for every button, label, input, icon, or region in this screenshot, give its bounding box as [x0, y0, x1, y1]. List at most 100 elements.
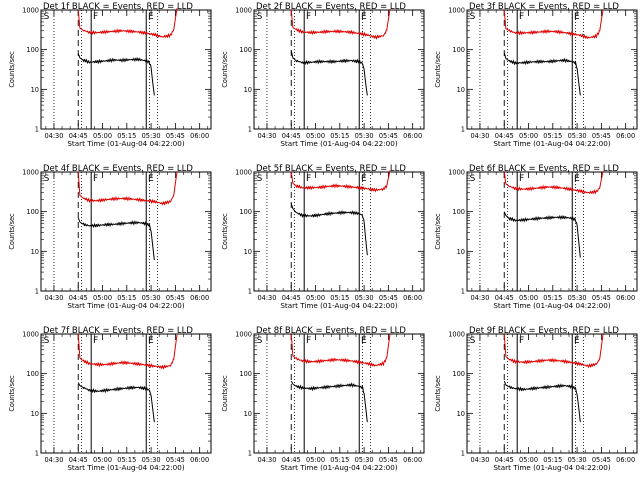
y-tick-label: 1: [461, 288, 465, 296]
panel-title: Det 9f BLACK = Events, RED = LLD: [469, 326, 619, 336]
x-tick-label: 05:00: [519, 294, 538, 302]
x-tick-label: 05:45: [592, 456, 611, 464]
plot-frame: [466, 333, 638, 454]
x-tick-label: 04:30: [44, 132, 63, 140]
x-tick-label: 05:15: [543, 294, 562, 302]
panel-det-3f: Det 3f BLACK = Events, RED = LLD 1 10 100 10…: [434, 2, 638, 148]
x-axis-title: Start Time (01-Aug-04 04:22:00): [67, 301, 184, 310]
x-tick-label: 06:00: [403, 132, 422, 140]
x-tick-label: 04:45: [282, 294, 301, 302]
x-axis-title: Start Time (01-Aug-04 04:22:00): [67, 139, 184, 148]
x-axis-title: Start Time (01-Aug-04 04:22:00): [280, 463, 397, 472]
x-tick-label: 06:00: [403, 456, 422, 464]
y-tick-label: 1000: [448, 331, 465, 339]
x-tick-label: 06:00: [403, 294, 422, 302]
marker-label-e: E: [361, 174, 367, 184]
series-events-line: [290, 380, 368, 423]
x-tick-label: 05:45: [166, 294, 185, 302]
panel-det-4f: Det 4f BLACK = Events, RED = LLD 1 10 100 10…: [8, 164, 212, 310]
y-tick-label: 100: [26, 208, 39, 216]
x-tick-label: 05:30: [142, 132, 161, 140]
series-events-line: [77, 382, 155, 423]
y-axis-title: Counts/sec: [8, 375, 16, 412]
x-tick-label: 05:30: [568, 456, 587, 464]
x-tick-label: 06:00: [190, 132, 209, 140]
series-lld-line: [503, 333, 604, 369]
y-tick-label: 100: [452, 208, 465, 216]
panel-title: Det 3f BLACK = Events, RED = LLD: [469, 2, 619, 12]
y-tick-label: 1000: [22, 7, 39, 15]
series-lld-line: [503, 9, 604, 40]
y-axis-title: Counts/sec: [8, 213, 16, 250]
y-axis-title: Counts/sec: [221, 375, 229, 412]
marker-label-f: F: [519, 336, 524, 346]
x-tick-label: 05:30: [355, 132, 374, 140]
y-axis-title: Counts/sec: [8, 51, 16, 88]
y-tick-label: 1000: [448, 169, 465, 177]
x-axis-title: Start Time (01-Aug-04 04:22:00): [493, 301, 610, 310]
x-tick-label: 04:30: [44, 456, 63, 464]
y-tick-label: 100: [239, 208, 252, 216]
x-axis-title: Start Time (01-Aug-04 04:22:00): [67, 463, 184, 472]
marker-label-e: E: [148, 336, 154, 346]
x-tick-label: 05:00: [93, 132, 112, 140]
x-tick-label: 05:30: [568, 294, 587, 302]
marker-label-f: F: [93, 174, 98, 184]
plot-frame: [466, 9, 638, 130]
plot-frame: [253, 9, 425, 130]
x-tick-label: 04:45: [495, 456, 514, 464]
x-tick-label: 04:45: [282, 456, 301, 464]
marker-label-f: F: [306, 174, 311, 184]
marker-label-f: F: [519, 12, 524, 22]
x-tick-label: 04:30: [257, 456, 276, 464]
x-tick-label: 04:45: [495, 132, 514, 140]
panel-det-2f: Det 2f BLACK = Events, RED = LLD 1 10 100 10…: [221, 2, 425, 148]
y-tick-label: 10: [244, 86, 252, 94]
y-tick-label: 10: [457, 248, 465, 256]
x-axis-title: Start Time (01-Aug-04 04:22:00): [493, 463, 610, 472]
x-tick-label: 05:15: [330, 456, 349, 464]
y-tick-label: 10: [31, 248, 39, 256]
marker-label-s: S: [257, 174, 263, 184]
series-lld-line: [290, 170, 391, 193]
marker-label-s: S: [44, 12, 50, 22]
x-tick-label: 05:15: [543, 456, 562, 464]
y-axis-title: Counts/sec: [434, 375, 442, 412]
y-tick-label: 1: [248, 288, 252, 296]
y-tick-label: 1000: [235, 331, 252, 339]
marker-label-s: S: [470, 12, 476, 22]
marker-label-s: S: [257, 336, 263, 346]
y-tick-label: 1: [461, 126, 465, 134]
y-tick-label: 1: [248, 126, 252, 134]
x-tick-label: 05:30: [568, 132, 587, 140]
y-tick-label: 100: [239, 370, 252, 378]
x-tick-label: 05:30: [355, 456, 374, 464]
marker-label-s: S: [470, 174, 476, 184]
panel-title: Det 5f BLACK = Events, RED = LLD: [256, 164, 406, 174]
plot-frame: [40, 333, 212, 454]
marker-label-s: S: [470, 336, 476, 346]
x-tick-label: 05:00: [519, 456, 538, 464]
x-tick-label: 05:45: [592, 294, 611, 302]
y-axis-title: Counts/sec: [434, 51, 442, 88]
x-axis-title: Start Time (01-Aug-04 04:22:00): [280, 139, 397, 148]
series-lld-line: [503, 171, 604, 195]
panel-det-9f: Det 9f BLACK = Events, RED = LLD 1 10 100 10…: [434, 326, 638, 472]
marker-label-e: E: [148, 174, 154, 184]
y-axis-title: Counts/sec: [221, 51, 229, 88]
panel-det-1f: Det 1f BLACK = Events, RED = LLD 1 10 100 10…: [8, 2, 212, 148]
marker-label-f: F: [306, 336, 311, 346]
series-events-line: [77, 53, 155, 96]
x-tick-label: 06:00: [190, 456, 209, 464]
y-tick-label: 10: [31, 86, 39, 94]
series-events-line: [290, 50, 368, 96]
x-tick-label: 05:15: [330, 294, 349, 302]
x-tick-label: 05:45: [166, 132, 185, 140]
y-tick-label: 1: [35, 288, 39, 296]
series-lld-line: [77, 333, 178, 370]
marker-label-s: S: [44, 174, 50, 184]
marker-label-s: S: [257, 12, 263, 22]
y-tick-label: 1000: [22, 169, 39, 177]
y-tick-label: 100: [26, 370, 39, 378]
